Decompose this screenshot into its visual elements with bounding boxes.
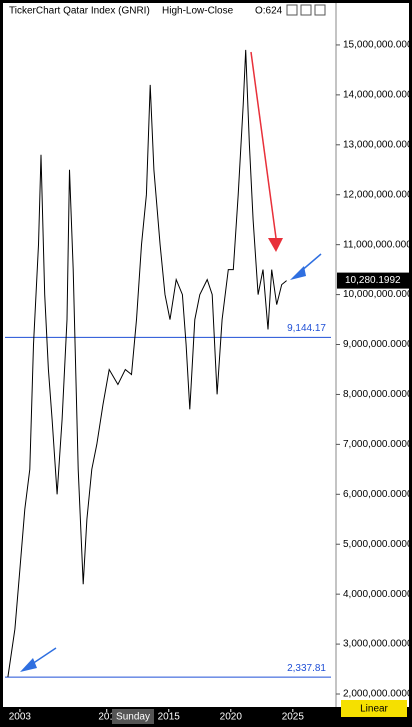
icon[interactable] xyxy=(286,4,298,16)
arrow-head xyxy=(290,266,306,280)
last-price-box xyxy=(337,272,409,289)
x-tick-label: 2003 xyxy=(9,712,32,723)
y-tick-label: 13,000,000.0000 xyxy=(343,139,412,150)
y-tick-label: 10,000,000.0000 xyxy=(343,289,412,300)
h-line-label: 2,337.81 xyxy=(287,663,326,674)
price-line xyxy=(7,49,287,678)
x-tick-label: 2025 xyxy=(282,712,305,723)
cursor-box xyxy=(112,709,154,724)
h-line-label: 9,144.17 xyxy=(287,323,326,334)
y-tick-label: 11,000,000.0000 xyxy=(343,239,412,250)
y-tick-label: 7,000,000.0000 xyxy=(343,439,412,450)
y-tick-label: 15,000,000.0000 xyxy=(343,40,412,51)
arrow-head xyxy=(268,238,283,252)
x-axis-bar xyxy=(3,709,409,724)
y-tick-label: 5,000,000.0000 xyxy=(343,539,412,550)
panel xyxy=(3,3,409,707)
scale-button-label[interactable]: Linear xyxy=(360,704,388,715)
scale-button[interactable] xyxy=(341,700,407,717)
y-tick-label: 4,000,000.0000 xyxy=(343,589,412,600)
x-tick-label: 2015 xyxy=(158,712,181,723)
cursor-label: Sunday xyxy=(116,712,150,723)
ohlc-label: O:624 xyxy=(255,6,283,17)
arrow xyxy=(250,51,277,239)
arrow xyxy=(31,647,57,665)
x-tick-label: 201 xyxy=(98,712,115,723)
arrow-head xyxy=(20,658,37,672)
y-tick-label: 12,000,000.0000 xyxy=(343,189,412,200)
last-price-label: 10,280.1992 xyxy=(345,275,401,286)
y-tick-label: 2,000,000.0000 xyxy=(343,689,412,700)
y-tick-label: 3,000,000.0000 xyxy=(343,639,412,650)
icon[interactable] xyxy=(300,4,312,16)
chart-title: TickerChart Qatar Index (GNRI) xyxy=(9,6,150,17)
y-tick-label: 6,000,000.0000 xyxy=(343,489,412,500)
y-tick-label: 14,000,000.0000 xyxy=(343,90,412,101)
y-tick-label: 8,000,000.0000 xyxy=(343,389,412,400)
chart-style: High-Low-Close xyxy=(162,6,234,17)
y-tick-label: 9,000,000.0000 xyxy=(343,339,412,350)
icon[interactable] xyxy=(314,4,326,16)
x-tick-label: 2020 xyxy=(220,712,243,723)
